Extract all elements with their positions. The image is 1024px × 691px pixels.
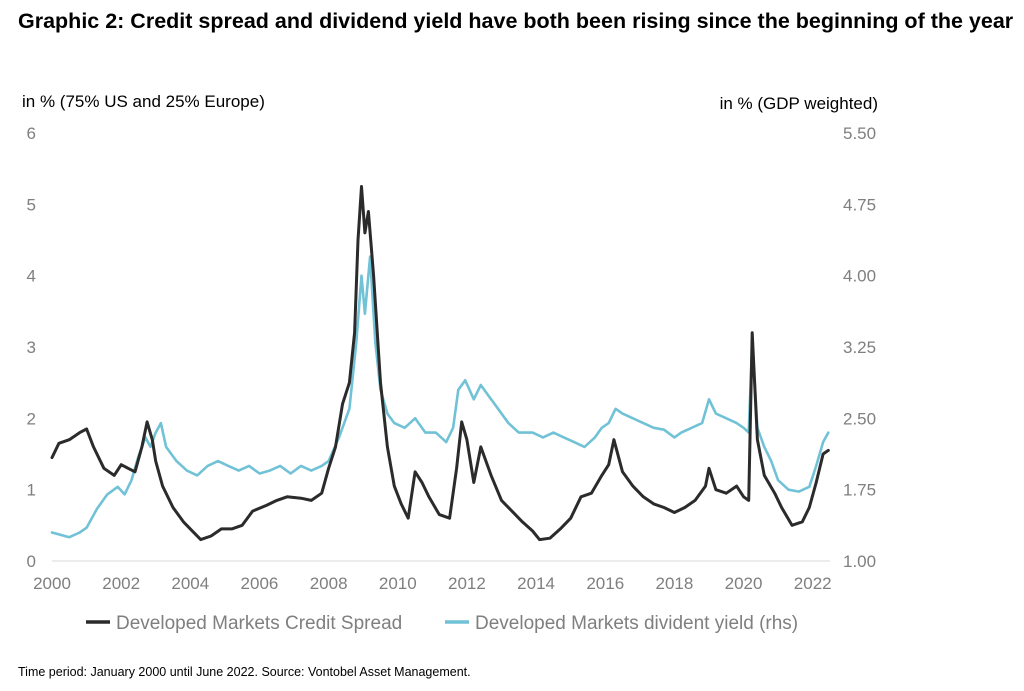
right-axis-ticks: 1.00 1.75 2.50 3.25 4.00 4.75 5.50 bbox=[843, 124, 876, 571]
left-tick-label: 0 bbox=[27, 552, 36, 571]
left-axis-label: in % (75% US and 25% Europe) bbox=[22, 92, 265, 111]
x-tick-label: 2014 bbox=[517, 574, 555, 593]
series-line-credit-spread bbox=[50, 185, 830, 542]
right-tick-label: 4.00 bbox=[843, 267, 876, 286]
left-tick-label: 3 bbox=[27, 338, 36, 357]
x-axis-ticks: 2000 2002 2004 2006 2008 2010 2012 2014 2016 2018… bbox=[33, 574, 832, 593]
right-tick-label: 5.50 bbox=[843, 124, 876, 143]
left-tick-label: 6 bbox=[27, 124, 36, 143]
legend-label-dividend-yield: Developed Markets divident yield (rhs) bbox=[475, 613, 798, 634]
legend: Developed Markets Credit Spread Develope… bbox=[86, 613, 798, 634]
x-tick-label: 2022 bbox=[794, 574, 832, 593]
right-axis-label: in % (GDP weighted) bbox=[719, 94, 878, 113]
x-tick-label: 2018 bbox=[655, 574, 693, 593]
right-tick-label: 4.75 bbox=[843, 195, 876, 214]
x-tick-label: 2002 bbox=[102, 574, 140, 593]
right-tick-label: 2.50 bbox=[843, 409, 876, 428]
left-tick-label: 5 bbox=[27, 195, 36, 214]
right-tick-label: 1.75 bbox=[843, 481, 876, 500]
x-tick-label: 2004 bbox=[171, 574, 209, 593]
x-tick-label: 2006 bbox=[241, 574, 279, 593]
series-line-dividend-yield bbox=[50, 255, 830, 539]
left-axis-ticks: 0 1 2 3 4 5 6 bbox=[27, 124, 36, 571]
right-tick-label: 3.25 bbox=[843, 338, 876, 357]
x-tick-label: 2010 bbox=[379, 574, 417, 593]
footnote: Time period: January 2000 until June 202… bbox=[18, 665, 471, 679]
x-tick-label: 2012 bbox=[448, 574, 486, 593]
chart-canvas: 0 1 2 3 4 5 6 1.00 1.75 2.50 3.25 4.00 4.75 5.50 200… bbox=[27, 124, 877, 634]
left-tick-label: 4 bbox=[27, 267, 36, 286]
chart-title: Graphic 2: Credit spread and dividend yi… bbox=[18, 9, 1014, 33]
right-tick-label: 1.00 bbox=[843, 552, 876, 571]
x-tick-label: 2016 bbox=[586, 574, 624, 593]
x-tick-label: 2020 bbox=[725, 574, 763, 593]
x-tick-label: 2008 bbox=[310, 574, 348, 593]
left-tick-label: 2 bbox=[27, 409, 36, 428]
left-tick-label: 1 bbox=[27, 481, 36, 500]
series-layer bbox=[50, 185, 830, 542]
legend-label-credit-spread: Developed Markets Credit Spread bbox=[116, 613, 402, 634]
x-tick-label: 2000 bbox=[33, 574, 71, 593]
